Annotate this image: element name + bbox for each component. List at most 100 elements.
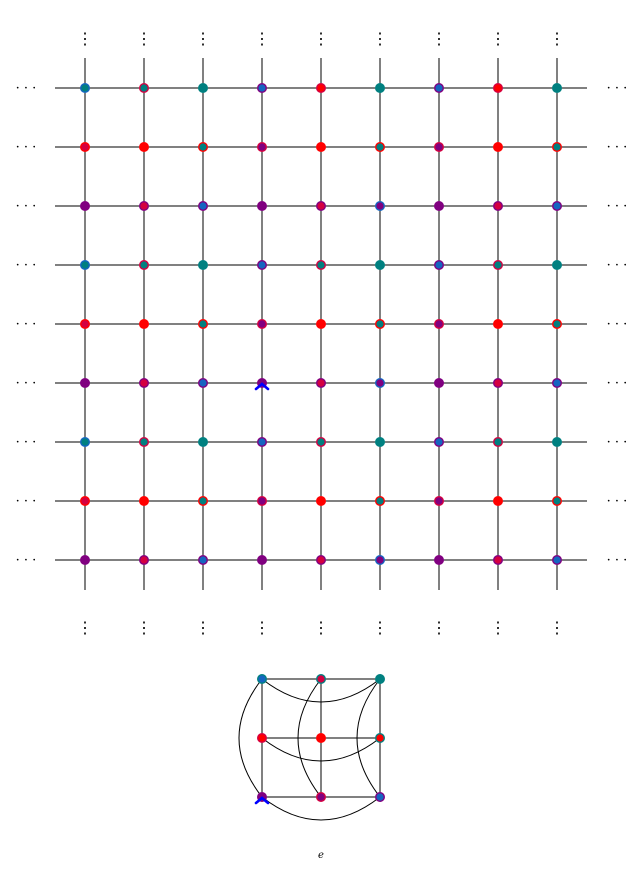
node-inner xyxy=(140,143,148,151)
node-inner xyxy=(140,379,148,387)
grid-node xyxy=(493,142,503,152)
node-inner xyxy=(317,675,325,683)
node-inner xyxy=(376,497,384,505)
grid-node xyxy=(139,378,149,388)
node-inner xyxy=(258,84,266,92)
grid-node xyxy=(139,437,149,447)
grid-node xyxy=(80,555,90,565)
quotient-node xyxy=(375,733,385,743)
grid-node xyxy=(552,142,562,152)
node-inner xyxy=(199,261,207,269)
ellipsis-bottom: ⋮ xyxy=(490,618,506,637)
node-inner xyxy=(199,320,207,328)
node-inner xyxy=(317,379,325,387)
grid-node xyxy=(552,319,562,329)
node-inner xyxy=(258,261,266,269)
grid-node xyxy=(257,201,267,211)
node-inner xyxy=(376,84,384,92)
ellipsis-top: ⋮ xyxy=(313,29,329,48)
node-inner xyxy=(376,379,384,387)
node-inner xyxy=(140,556,148,564)
ellipsis-top: ⋮ xyxy=(549,29,565,48)
node-inner xyxy=(199,497,207,505)
grid-node xyxy=(198,378,208,388)
ellipsis-top: ⋮ xyxy=(195,29,211,48)
grid-node xyxy=(434,201,444,211)
ellipsis-right: · · · xyxy=(607,81,628,96)
ellipsis-left: · · · xyxy=(16,317,37,332)
node-inner xyxy=(376,202,384,210)
wrap-edge-v xyxy=(238,678,263,798)
grid-node xyxy=(552,201,562,211)
ellipsis-left: · · · xyxy=(16,376,37,391)
grid-node xyxy=(316,555,326,565)
node-inner xyxy=(494,143,502,151)
quotient-node xyxy=(257,733,267,743)
quotient-label: e xyxy=(318,850,324,861)
grid-node xyxy=(493,555,503,565)
grid-node xyxy=(257,260,267,270)
ellipsis-top: ⋮ xyxy=(77,29,93,48)
node-inner xyxy=(553,84,561,92)
grid-node xyxy=(198,201,208,211)
grid-node xyxy=(552,496,562,506)
quotient-node xyxy=(316,674,326,684)
node-inner xyxy=(81,497,89,505)
node-inner xyxy=(81,202,89,210)
grid-node xyxy=(493,319,503,329)
node-inner xyxy=(258,734,266,742)
node-inner xyxy=(435,202,443,210)
wrap-edge-h xyxy=(261,796,381,821)
node-inner xyxy=(553,497,561,505)
node-inner xyxy=(435,320,443,328)
node-inner xyxy=(435,497,443,505)
grid-node xyxy=(257,555,267,565)
grid-node xyxy=(493,378,503,388)
ellipsis-bottom: ⋮ xyxy=(136,618,152,637)
ellipsis-bottom: ⋮ xyxy=(254,618,270,637)
node-inner xyxy=(435,556,443,564)
quotient-node xyxy=(375,674,385,684)
ellipsis-top: ⋮ xyxy=(136,29,152,48)
node-inner xyxy=(553,143,561,151)
node-inner xyxy=(553,379,561,387)
node-inner xyxy=(258,497,266,505)
node-inner xyxy=(317,497,325,505)
wrap-edge-h xyxy=(261,678,381,703)
wrap-edge-v xyxy=(297,678,322,798)
node-inner xyxy=(258,438,266,446)
node-inner xyxy=(199,379,207,387)
ellipsis-left: · · · xyxy=(16,494,37,509)
grid-node xyxy=(375,142,385,152)
grid-node xyxy=(434,142,444,152)
grid-node xyxy=(80,260,90,270)
grid-node xyxy=(434,319,444,329)
node-inner xyxy=(199,84,207,92)
node-inner xyxy=(317,84,325,92)
node-inner xyxy=(140,438,148,446)
grid-node xyxy=(316,83,326,93)
node-inner xyxy=(317,438,325,446)
node-inner xyxy=(376,438,384,446)
grid-node xyxy=(139,142,149,152)
node-inner xyxy=(258,556,266,564)
node-inner xyxy=(199,202,207,210)
grid-node xyxy=(80,142,90,152)
node-inner xyxy=(81,438,89,446)
ellipsis-top: ⋮ xyxy=(372,29,388,48)
node-inner xyxy=(258,320,266,328)
node-inner xyxy=(258,202,266,210)
ellipsis-bottom: ⋮ xyxy=(195,618,211,637)
grid-node xyxy=(434,83,444,93)
grid-node xyxy=(198,496,208,506)
grid-node xyxy=(80,319,90,329)
ellipsis-bottom: ⋮ xyxy=(313,618,329,637)
node-inner xyxy=(376,675,384,683)
grid-ellipsis: · · · · · · · · · · · · · · · · · · · · · · · ·… xyxy=(16,29,628,637)
grid-node xyxy=(375,260,385,270)
grid-node xyxy=(552,378,562,388)
grid-node xyxy=(198,260,208,270)
grid-node xyxy=(198,555,208,565)
ellipsis-top: ⋮ xyxy=(254,29,270,48)
grid-node xyxy=(198,319,208,329)
